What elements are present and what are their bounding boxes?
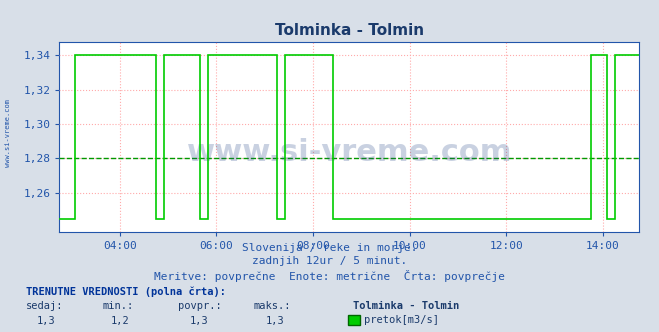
Text: min.:: min.:: [102, 301, 133, 311]
Text: maks.:: maks.:: [254, 301, 291, 311]
Text: zadnjih 12ur / 5 minut.: zadnjih 12ur / 5 minut.: [252, 256, 407, 266]
Text: www.si-vreme.com: www.si-vreme.com: [186, 138, 512, 167]
Text: 1,3: 1,3: [190, 316, 208, 326]
Text: Meritve: povprečne  Enote: metrične  Črta: povprečje: Meritve: povprečne Enote: metrične Črta:…: [154, 270, 505, 282]
Text: www.si-vreme.com: www.si-vreme.com: [5, 99, 11, 167]
Text: TRENUTNE VREDNOSTI (polna črta):: TRENUTNE VREDNOSTI (polna črta):: [26, 286, 226, 297]
Text: Tolminka - Tolmin: Tolminka - Tolmin: [353, 301, 459, 311]
Text: 1,3: 1,3: [36, 316, 55, 326]
Text: sedaj:: sedaj:: [26, 301, 64, 311]
Text: pretok[m3/s]: pretok[m3/s]: [364, 315, 439, 325]
Title: Tolminka - Tolmin: Tolminka - Tolmin: [275, 23, 424, 38]
Text: povpr.:: povpr.:: [178, 301, 221, 311]
Text: 1,3: 1,3: [266, 316, 284, 326]
Text: 1,2: 1,2: [111, 316, 129, 326]
Text: Slovenija / reke in morje.: Slovenija / reke in morje.: [242, 243, 417, 253]
